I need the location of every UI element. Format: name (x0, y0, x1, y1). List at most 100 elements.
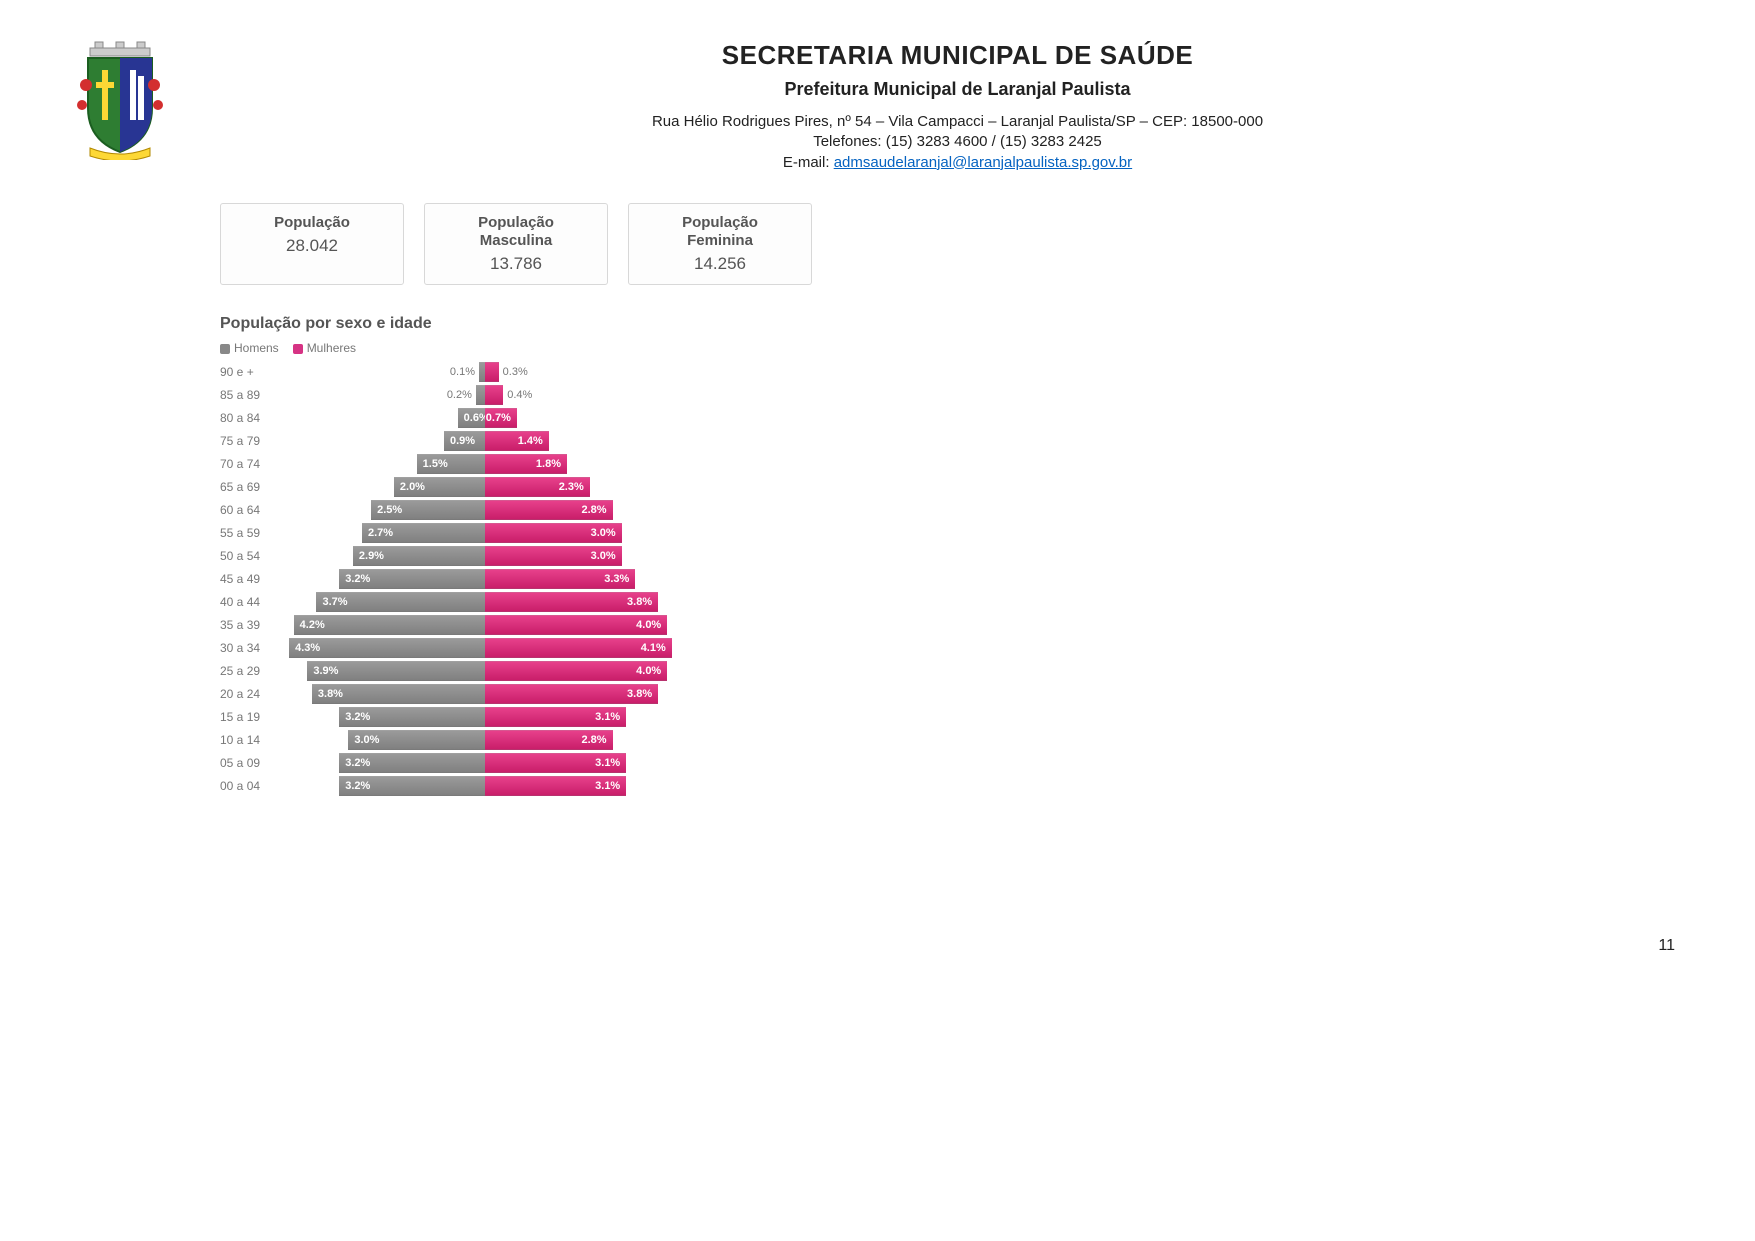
female-bar: 3.1% (485, 753, 626, 773)
female-side: 3.0% (485, 523, 690, 543)
female-bar: 3.0% (485, 523, 622, 543)
document-header: SECRETARIA MUNICIPAL DE SAÚDE Prefeitura… (60, 30, 1695, 173)
male-side: 1.5% (280, 454, 485, 474)
page-number: 11 (60, 937, 1695, 955)
male-bar: 3.2% (339, 753, 485, 773)
female-side: 3.8% (485, 592, 690, 612)
female-side: 2.8% (485, 730, 690, 750)
age-label: 40 a 44 (220, 595, 280, 609)
male-bar: 2.7% (362, 523, 485, 543)
male-side: 4.3% (280, 638, 485, 658)
chart-title: População por sexo e idade (220, 315, 1695, 333)
female-value-label: 0.3% (499, 366, 532, 378)
subtitle: Prefeitura Municipal de Laranjal Paulist… (220, 79, 1695, 100)
female-side: 4.0% (485, 661, 690, 681)
male-bar: 1.5% (417, 454, 485, 474)
male-side: 3.9% (280, 661, 485, 681)
female-bar: 4.0% (485, 615, 667, 635)
stat-label2: Masculina (431, 232, 601, 250)
swatch-male-icon (220, 344, 230, 354)
age-label: 65 a 69 (220, 480, 280, 494)
male-bar: 0.9% (444, 431, 485, 451)
pyramid-row: 80 a 84 0.6%0.7% (220, 407, 750, 429)
stat-label2: Feminina (635, 232, 805, 250)
male-side: 2.5% (280, 500, 485, 520)
address-block: Rua Hélio Rodrigues Pires, nº 54 – Vila … (220, 112, 1695, 173)
coat-of-arms-icon (60, 30, 180, 160)
female-side: 3.3% (485, 569, 690, 589)
male-side: 2.7% (280, 523, 485, 543)
female-bar: 4.1% (485, 638, 672, 658)
male-bar: 2.5% (371, 500, 485, 520)
female-side: 1.4% (485, 431, 690, 451)
stat-value: 14.256 (635, 254, 805, 274)
male-side: 0.6% (280, 408, 485, 428)
age-label: 55 a 59 (220, 526, 280, 540)
age-label: 25 a 29 (220, 664, 280, 678)
pyramid-row: 35 a 394.2%4.0% (220, 614, 750, 636)
age-label: 90 e + (220, 365, 280, 379)
male-bar: 3.7% (316, 592, 485, 612)
male-side: 0.9% (280, 431, 485, 451)
female-bar (485, 362, 499, 382)
email-link[interactable]: admsaudelaranjal@laranjalpaulista.sp.gov… (834, 154, 1132, 171)
female-bar: 3.0% (485, 546, 622, 566)
pyramid-row: 15 a 19 3.2%3.1% (220, 706, 750, 728)
pyramid-row: 65 a 692.0%2.3% (220, 476, 750, 498)
stat-label: População (431, 214, 601, 232)
female-side: 3.0% (485, 546, 690, 566)
female-bar: 3.1% (485, 776, 626, 796)
male-bar: 3.9% (307, 661, 485, 681)
female-bar: 1.4% (485, 431, 549, 451)
male-side: 3.0% (280, 730, 485, 750)
pyramid-row: 45 a 493.2%3.3% (220, 568, 750, 590)
female-side: 4.0% (485, 615, 690, 635)
pyramid-row: 55 a 59 2.7%3.0% (220, 522, 750, 544)
age-label: 10 a 14 (220, 733, 280, 747)
female-side: 0.4% (485, 385, 690, 405)
male-value-label: 0.1% (446, 366, 479, 378)
male-side: 4.2% (280, 615, 485, 635)
age-label: 50 a 54 (220, 549, 280, 563)
female-side: 2.3% (485, 477, 690, 497)
female-bar: 3.8% (485, 684, 658, 704)
female-bar: 3.8% (485, 592, 658, 612)
stat-label: População (635, 214, 805, 232)
population-pyramid-chart: 90 e +0.1%0.3%85 a 890.2%0.4%80 a 840.6%… (220, 361, 750, 797)
female-side: 0.7% (485, 408, 690, 428)
male-side: 2.0% (280, 477, 485, 497)
male-bar: 0.6% (458, 408, 485, 428)
content-area: População 28.042 População Masculina 13.… (220, 203, 1695, 797)
pyramid-row: 05 a 093.2%3.1% (220, 752, 750, 774)
pyramid-row: 60 a 642.5%2.8% (220, 499, 750, 521)
female-side: 1.8% (485, 454, 690, 474)
pyramid-row: 75 a 790.9%1.4% (220, 430, 750, 452)
legend-male: Homens (220, 341, 279, 355)
main-title: SECRETARIA MUNICIPAL DE SAÚDE (220, 40, 1695, 71)
male-side: 3.2% (280, 753, 485, 773)
female-bar: 0.7% (485, 408, 517, 428)
age-label: 60 a 64 (220, 503, 280, 517)
male-bar: 2.9% (353, 546, 485, 566)
stat-card-male: População Masculina 13.786 (424, 203, 608, 285)
pyramid-row: 90 e + 0.1% 0.3% (220, 361, 750, 383)
female-bar: 3.3% (485, 569, 635, 589)
header-text-block: SECRETARIA MUNICIPAL DE SAÚDE Prefeitura… (220, 30, 1695, 173)
stat-card-total: População 28.042 (220, 203, 404, 285)
age-label: 35 a 39 (220, 618, 280, 632)
male-value-label: 0.2% (443, 389, 476, 401)
pyramid-row: 00 a 043.2%3.1% (220, 775, 750, 797)
female-bar: 2.3% (485, 477, 590, 497)
chart-legend: Homens Mulheres (220, 341, 1695, 355)
female-value-label: 0.4% (503, 389, 536, 401)
stat-label: População (227, 214, 397, 232)
pyramid-row: 30 a 344.3%4.1% (220, 637, 750, 659)
pyramid-row: 50 a 54 2.9%3.0% (220, 545, 750, 567)
female-bar: 3.1% (485, 707, 626, 727)
age-label: 80 a 84 (220, 411, 280, 425)
female-bar (485, 385, 503, 405)
age-label: 15 a 19 (220, 710, 280, 724)
female-side: 3.1% (485, 776, 690, 796)
female-bar: 4.0% (485, 661, 667, 681)
male-bar: 3.2% (339, 707, 485, 727)
